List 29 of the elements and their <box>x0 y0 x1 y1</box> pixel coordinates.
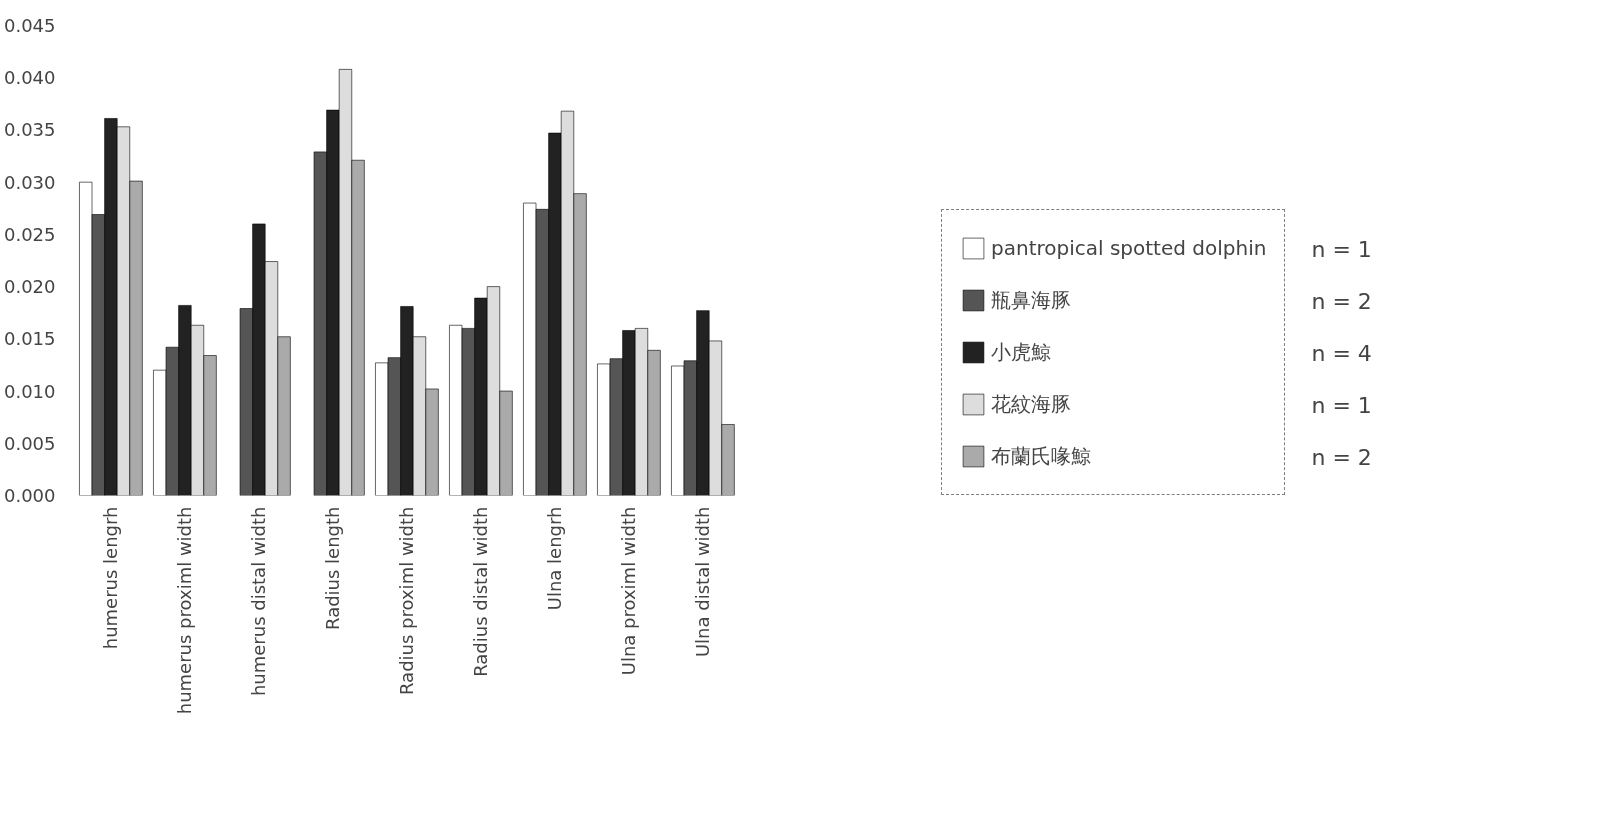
y-tick-label: 0.045 <box>3 15 56 36</box>
y-tick-label: 0.025 <box>3 223 56 245</box>
x-tick-label: Radius proximl width <box>396 506 418 695</box>
x-tick-label: humerus proximl width <box>174 506 196 715</box>
legend-label: 瓶鼻海豚 <box>991 286 1071 314</box>
x-tick-label: Ulna proximl width <box>618 506 640 676</box>
x-tick-label: humerus distal width <box>248 506 270 697</box>
text: n = 2 <box>1311 445 1372 470</box>
y-tick-label: 0.005 <box>3 432 56 454</box>
legend-label: 花紋海豚 <box>991 390 1071 418</box>
y-tick-label: 0.015 <box>3 328 56 350</box>
y-tick-label: 0.030 <box>3 171 56 193</box>
x-tick-label: Radius distal width <box>470 506 492 677</box>
y-tick-label: 0.010 <box>3 380 56 402</box>
x-tick-label: Ulna lengrh <box>544 506 566 611</box>
x-tick-label: Ulna distal width <box>692 506 714 658</box>
legend-label: 小虎鯨 <box>991 338 1051 366</box>
text: n = 1 <box>1311 393 1372 418</box>
y-tick-label: 0.020 <box>3 276 56 298</box>
text: n = 4 <box>1311 341 1372 366</box>
y-tick-label: 0.000 <box>3 485 56 506</box>
text: n = 2 <box>1311 289 1372 314</box>
legend-label: pantropical spotted dolphin <box>991 235 1267 262</box>
legend-label: 布蘭氏喙鯨 <box>991 442 1091 470</box>
y-tick-label: 0.035 <box>3 119 56 141</box>
y-tick-label: 0.040 <box>3 67 56 89</box>
text: n = 1 <box>1311 237 1372 262</box>
x-tick-label: Radius length <box>322 506 344 630</box>
x-tick-label: humerus lengrh <box>100 506 122 650</box>
